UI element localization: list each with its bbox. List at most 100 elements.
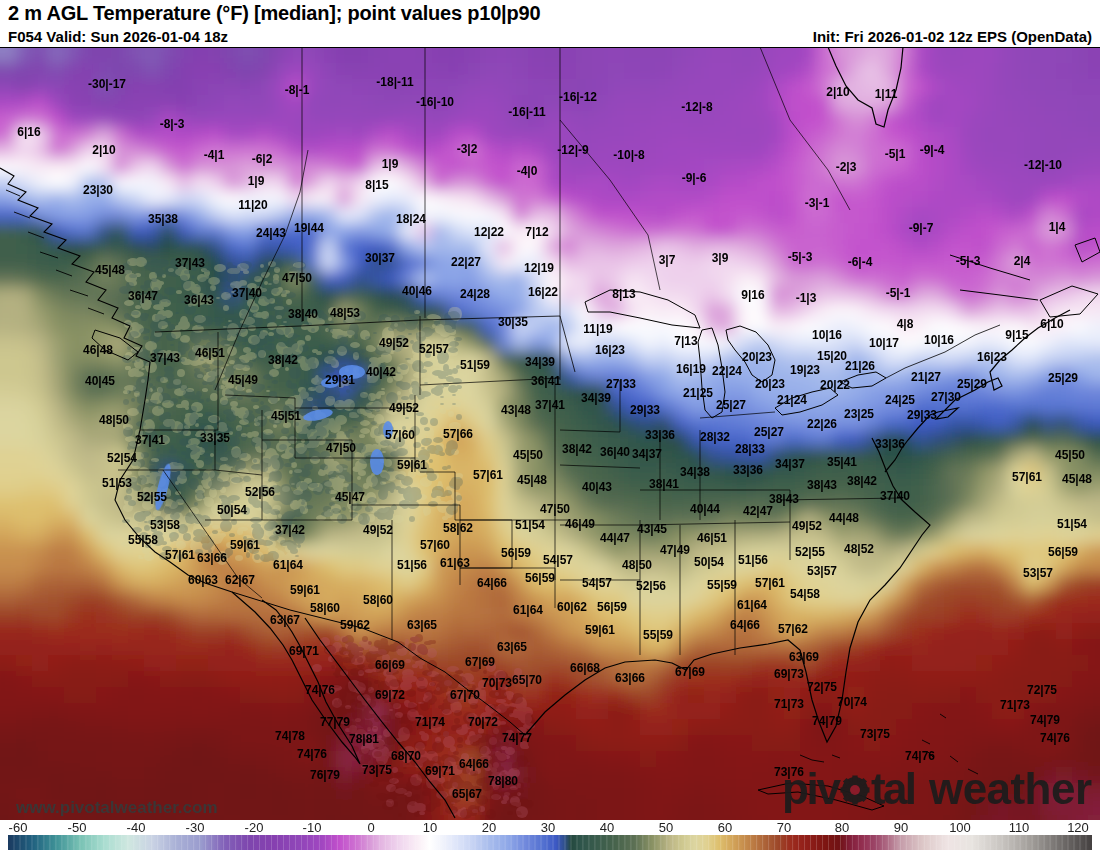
svg-text:78|80: 78|80 xyxy=(488,774,518,788)
svg-text:45|51: 45|51 xyxy=(271,409,301,423)
svg-text:21|24: 21|24 xyxy=(777,393,807,407)
svg-text:28|33: 28|33 xyxy=(735,442,765,456)
svg-text:59|61: 59|61 xyxy=(230,538,260,552)
svg-text:47|50: 47|50 xyxy=(282,271,312,285)
svg-text:7|13: 7|13 xyxy=(674,334,698,348)
svg-text:55|59: 55|59 xyxy=(643,628,673,642)
svg-text:70|74: 70|74 xyxy=(837,695,867,709)
svg-text:50: 50 xyxy=(659,820,673,835)
svg-text:58|60: 58|60 xyxy=(310,601,340,615)
svg-text:27|30: 27|30 xyxy=(931,390,961,404)
svg-text:53|57: 53|57 xyxy=(1023,566,1053,580)
svg-text:16|23: 16|23 xyxy=(977,350,1007,364)
svg-text:-8|-3: -8|-3 xyxy=(160,117,185,131)
svg-text:10|16: 10|16 xyxy=(924,333,954,347)
svg-text:10: 10 xyxy=(423,820,437,835)
svg-text:74|76: 74|76 xyxy=(1040,731,1070,745)
svg-text:-20: -20 xyxy=(245,820,264,835)
svg-text:8|15: 8|15 xyxy=(365,178,389,192)
svg-text:38|42: 38|42 xyxy=(562,442,592,456)
svg-text:73|75: 73|75 xyxy=(362,763,392,777)
svg-text:57|62: 57|62 xyxy=(778,622,808,636)
svg-text:-6|-4: -6|-4 xyxy=(848,255,873,269)
svg-text:-5|-1: -5|-1 xyxy=(886,286,911,300)
svg-text:36|43: 36|43 xyxy=(184,293,214,307)
svg-text:-6|2: -6|2 xyxy=(252,152,273,166)
svg-text:8|13: 8|13 xyxy=(612,287,636,301)
svg-text:tal: tal xyxy=(871,764,917,813)
svg-text:40: 40 xyxy=(600,820,614,835)
svg-text:37|40: 37|40 xyxy=(232,286,262,300)
svg-text:-5|-3: -5|-3 xyxy=(956,254,981,268)
svg-text:48|50: 48|50 xyxy=(622,558,652,572)
svg-text:46|49: 46|49 xyxy=(565,517,595,531)
svg-text:73|75: 73|75 xyxy=(860,727,890,741)
svg-text:37|41: 37|41 xyxy=(535,398,565,412)
svg-text:10|17: 10|17 xyxy=(869,336,899,350)
svg-text:51|53: 51|53 xyxy=(102,476,132,490)
svg-text:-9|-7: -9|-7 xyxy=(909,221,934,235)
svg-text:52|56: 52|56 xyxy=(636,579,666,593)
svg-text:45|48: 45|48 xyxy=(1062,472,1092,486)
svg-text:71|74: 71|74 xyxy=(415,715,445,729)
svg-text:60|63: 60|63 xyxy=(188,573,218,587)
svg-text:47|49: 47|49 xyxy=(660,543,690,557)
svg-text:65|70: 65|70 xyxy=(512,673,542,687)
svg-text:36|47: 36|47 xyxy=(128,289,158,303)
svg-text:67|69: 67|69 xyxy=(465,655,495,669)
svg-text:46|48: 46|48 xyxy=(83,343,113,357)
svg-text:38|40: 38|40 xyxy=(288,307,318,321)
svg-text:2|10: 2|10 xyxy=(92,143,116,157)
svg-text:34|37: 34|37 xyxy=(632,447,662,461)
svg-text:35|38: 35|38 xyxy=(148,212,178,226)
svg-text:61|64: 61|64 xyxy=(737,598,767,612)
svg-text:24|28: 24|28 xyxy=(460,287,490,301)
svg-text:21|25: 21|25 xyxy=(683,386,713,400)
svg-text:61|64: 61|64 xyxy=(273,558,303,572)
svg-text:4|8: 4|8 xyxy=(897,317,914,331)
svg-text:70|72: 70|72 xyxy=(468,715,498,729)
svg-text:52|55: 52|55 xyxy=(795,545,825,559)
svg-text:-3|-1: -3|-1 xyxy=(805,196,830,210)
svg-text:59|61: 59|61 xyxy=(397,458,427,472)
svg-text:46|51: 46|51 xyxy=(697,531,727,545)
svg-text:71|73: 71|73 xyxy=(774,697,804,711)
svg-text:12|22: 12|22 xyxy=(474,225,504,239)
svg-text:20: 20 xyxy=(482,820,496,835)
svg-text:52|57: 52|57 xyxy=(419,342,449,356)
svg-text:34|37: 34|37 xyxy=(775,457,805,471)
svg-text:16|19: 16|19 xyxy=(676,362,706,376)
svg-text:60: 60 xyxy=(718,820,732,835)
svg-text:37|43: 37|43 xyxy=(175,256,205,270)
svg-text:45|49: 45|49 xyxy=(228,373,258,387)
svg-text:34|39: 34|39 xyxy=(581,391,611,405)
svg-text:-30: -30 xyxy=(186,820,205,835)
svg-text:25|29: 25|29 xyxy=(1048,371,1078,385)
svg-text:49|52: 49|52 xyxy=(389,401,419,415)
svg-text:74|76: 74|76 xyxy=(305,683,335,697)
svg-text:49|52: 49|52 xyxy=(792,519,822,533)
svg-text:18|24: 18|24 xyxy=(396,212,426,226)
svg-text:21|26: 21|26 xyxy=(845,359,875,373)
svg-text:-5|1: -5|1 xyxy=(885,147,906,161)
svg-text:-2|3: -2|3 xyxy=(836,160,857,174)
svg-text:66|69: 66|69 xyxy=(375,658,405,672)
svg-text:36|40: 36|40 xyxy=(600,445,630,459)
svg-text:-12|-10: -12|-10 xyxy=(1024,158,1062,172)
svg-text:35|41: 35|41 xyxy=(827,455,857,469)
svg-text:16|23: 16|23 xyxy=(595,343,625,357)
svg-text:9|16: 9|16 xyxy=(741,288,765,302)
svg-text:-12|-9: -12|-9 xyxy=(557,143,589,157)
svg-text:63|65: 63|65 xyxy=(497,640,527,654)
svg-text:24|25: 24|25 xyxy=(885,393,915,407)
svg-text:40|45: 40|45 xyxy=(85,374,115,388)
svg-text:45|48: 45|48 xyxy=(95,263,125,277)
svg-text:53|57: 53|57 xyxy=(807,564,837,578)
svg-text:50|54: 50|54 xyxy=(217,503,247,517)
svg-text:58|62: 58|62 xyxy=(443,521,473,535)
svg-text:45|50: 45|50 xyxy=(513,448,543,462)
svg-text:40|42: 40|42 xyxy=(366,365,396,379)
svg-text:80: 80 xyxy=(835,820,849,835)
svg-text:66|68: 66|68 xyxy=(570,661,600,675)
svg-text:54|57: 54|57 xyxy=(543,553,573,567)
